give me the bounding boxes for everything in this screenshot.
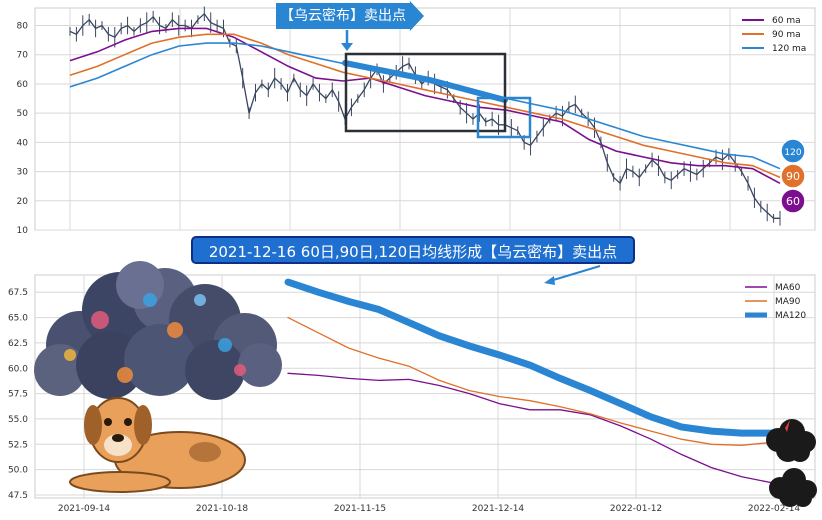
ma-badge: [780, 163, 806, 189]
ma-line-90ma: [69, 33, 781, 179]
y-tick-label: 80: [17, 22, 29, 32]
banner-arrow-shaft: [549, 265, 601, 282]
ma-badge: [780, 138, 806, 164]
ma-line-MA120: [284, 278, 776, 437]
y-tick-label: 47.5: [8, 491, 28, 501]
legend-label: MA120: [775, 311, 806, 321]
y-tick-label: 65.0: [8, 314, 28, 324]
x-tick-label: 2022-02-14: [748, 504, 801, 514]
signal-box: [476, 96, 532, 139]
y-tick-label: 50.0: [8, 466, 28, 476]
ma-badge-label: 60: [786, 195, 800, 208]
banner-arrow-icon: [544, 276, 555, 285]
ma-line-MA90: [287, 316, 773, 446]
x-tick-label: 2021-11-15: [334, 504, 386, 514]
plot-area: [34, 7, 816, 231]
x-tick-label: 2021-09-14: [58, 504, 111, 514]
tag-arrow-icon: [410, 1, 424, 31]
x-tick-label: 2021-12-14: [472, 504, 525, 514]
legend-label: MA60: [775, 283, 801, 293]
y-tick-label: 62.5: [8, 339, 28, 349]
y-tick-label: 50: [17, 109, 29, 119]
dark-cloud-icon: [769, 468, 817, 507]
y-tick-label: 60.0: [8, 364, 28, 374]
ma-badge: [780, 188, 806, 214]
ma-badge-label: 90: [786, 170, 800, 183]
sell-signal-tag-label: 【乌云密布】卖出点: [276, 3, 410, 29]
legend-label: 90 ma: [772, 30, 801, 40]
y-tick-label: 55.0: [8, 415, 28, 425]
y-tick-label: 10: [17, 226, 29, 236]
legend-label: MA90: [775, 297, 801, 307]
y-tick-label: 30: [17, 168, 29, 178]
down-arrow-icon: [341, 43, 353, 51]
y-tick-label: 60: [17, 80, 29, 90]
legend-label: 60 ma: [772, 16, 801, 26]
y-tick-label: 40: [17, 138, 29, 148]
storm-cloud-icon: [34, 261, 282, 400]
y-tick-label: 67.5: [8, 288, 28, 298]
ma-badge-label: 120: [784, 148, 801, 158]
ma-line-60ma: [69, 27, 781, 185]
decorations: [34, 261, 817, 507]
x-tick-label: 2021-10-18: [196, 504, 249, 514]
y-tick-label: 70: [17, 51, 29, 61]
dog-icon: [69, 397, 246, 493]
zoom-box: [344, 52, 507, 133]
sell-signal-banner: 2021-12-16 60日,90日,120日均线形成【乌云密布】卖出点: [191, 236, 635, 264]
ma-line-MA60: [287, 372, 773, 484]
dark-cloud-icon: [766, 419, 816, 462]
x-tick-label: 2022-01-12: [610, 504, 662, 514]
y-tick-label: 52.5: [8, 440, 28, 450]
legend-label: 120 ma: [772, 44, 806, 54]
y-tick-label: 20: [17, 197, 29, 207]
ma120-highlight: [342, 60, 508, 103]
top-price-chart: 10 20 30 40 50 60 70 80 60 ma 90 ma 120 ma 120 90 60: [17, 6, 816, 236]
sell-signal-tag: 【乌云密布】卖出点: [276, 1, 426, 31]
y-tick-label: 57.5: [8, 390, 28, 400]
